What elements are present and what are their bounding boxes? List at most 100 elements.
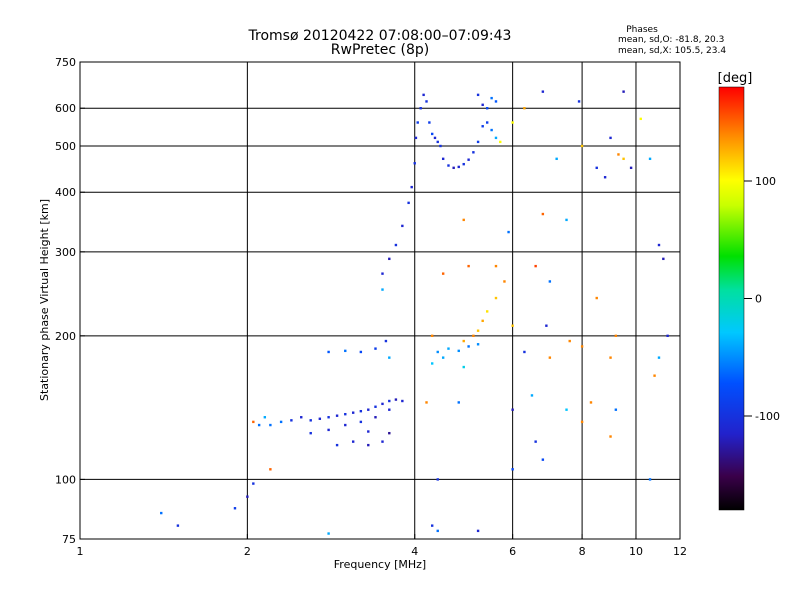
data-point [485, 310, 489, 313]
data-point [374, 347, 377, 350]
data-point [565, 408, 568, 411]
data-point [335, 443, 339, 447]
data-point [457, 165, 460, 169]
data-point [359, 409, 363, 413]
data-point [662, 257, 665, 261]
data-point [422, 93, 425, 97]
data-point [490, 128, 493, 132]
data-point [416, 121, 419, 124]
data-point [381, 272, 384, 275]
data-point [351, 440, 355, 443]
data-point [441, 272, 445, 275]
data-point [511, 408, 514, 411]
data-point [428, 121, 431, 124]
data-point [595, 296, 598, 300]
data-point [530, 394, 534, 397]
data-point [476, 329, 480, 332]
data-point [381, 440, 384, 443]
colorbar-label: [deg] [718, 71, 753, 86]
data-point [327, 416, 330, 419]
y-axis-label: Stationary phase Virtual Height [km] [38, 199, 51, 401]
data-point [511, 324, 514, 327]
data-point [462, 162, 465, 166]
data-point [351, 411, 355, 414]
data-point [410, 185, 413, 189]
data-point [425, 401, 428, 404]
data-point [457, 401, 460, 404]
y-tick-label: 300 [55, 246, 76, 259]
data-point [388, 408, 391, 411]
data-point [580, 420, 584, 424]
data-point [327, 428, 330, 432]
data-point [467, 158, 470, 161]
chart-subtitle: RwPretec (8p) [331, 42, 429, 58]
y-axis: 75 100 200 300 400 500 600 750 [55, 56, 85, 546]
data-point [548, 280, 552, 283]
data-point [374, 405, 377, 408]
data-point [439, 144, 442, 148]
data-point [269, 423, 272, 427]
data-point [374, 416, 377, 419]
data-point [441, 157, 445, 161]
data-point [648, 157, 652, 161]
plot-area [79, 61, 681, 540]
data-point [614, 408, 618, 411]
data-point [548, 356, 552, 359]
data-point [467, 264, 470, 268]
colorbar [718, 86, 745, 511]
data-point [430, 132, 434, 136]
x-tick-label: 8 [579, 545, 586, 558]
grid-lines [80, 62, 680, 539]
data-point [622, 90, 625, 93]
data-point [425, 100, 428, 103]
x-tick-label: 1 [77, 545, 84, 558]
data-point [462, 339, 465, 343]
data-point [481, 125, 484, 128]
data-point [476, 529, 480, 533]
data-point [472, 151, 475, 154]
data-point [629, 166, 633, 170]
data-point [541, 458, 545, 461]
data-point [476, 93, 480, 97]
data-point [639, 117, 642, 121]
y-tick-label: 400 [55, 186, 76, 199]
data-point [269, 468, 272, 471]
data-point [407, 201, 410, 205]
data-point [657, 356, 661, 359]
data-point [388, 431, 391, 435]
data-point [176, 524, 180, 527]
data-point [433, 136, 437, 140]
data-point [541, 212, 545, 216]
colorbar-tick-label: -100 [755, 410, 780, 423]
data-point [657, 243, 661, 247]
data-point [401, 399, 404, 403]
data-point [335, 414, 339, 417]
data-point [494, 136, 498, 140]
data-point [233, 507, 237, 510]
data-point [577, 100, 581, 103]
data-point [609, 136, 612, 140]
data-point [603, 176, 607, 179]
x-axis-label: Frequency [MHz] [334, 558, 426, 571]
data-point [494, 296, 498, 300]
data-point [381, 402, 384, 406]
y-tick-label: 600 [55, 102, 76, 115]
data-point [666, 334, 669, 338]
data-point [447, 164, 450, 167]
data-point [534, 264, 537, 268]
data-point [457, 349, 460, 353]
data-point [565, 218, 568, 222]
data-point [503, 280, 506, 283]
x-tick-label: 6 [509, 545, 516, 558]
data-point [523, 350, 526, 354]
data-point [447, 347, 450, 350]
data-point [580, 144, 584, 148]
data-point [467, 345, 470, 348]
data-point [160, 511, 163, 515]
data-point [257, 423, 261, 427]
data-point [414, 136, 418, 140]
data-point [485, 121, 489, 124]
data-point [481, 103, 484, 107]
colorbar-tick-label: 100 [755, 175, 776, 188]
data-point [394, 398, 398, 401]
